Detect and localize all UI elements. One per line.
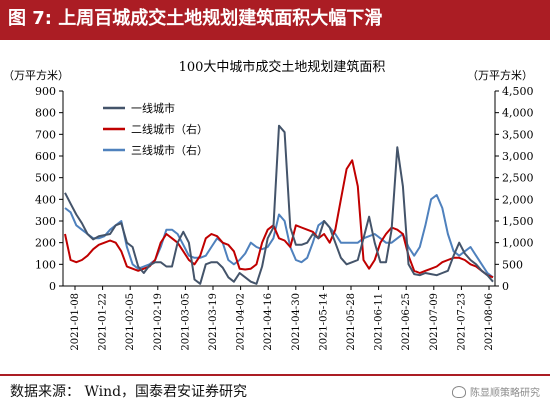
x-tick-label: 2021-03-05 [180, 293, 191, 351]
x-tick-label: 2021-07-09 [429, 293, 440, 351]
watermark: 陈显顺策略研究 [452, 384, 540, 399]
y-tick-label-left: 700 [35, 128, 56, 141]
watermark-label: 陈显顺策略研究 [470, 388, 540, 399]
y-tick-label-left: 600 [35, 150, 56, 163]
x-tick-label: 2021-04-02 [236, 293, 247, 351]
y-tick-label-right: 0 [502, 280, 509, 293]
x-tick-label: 2021-01-22 [98, 293, 109, 351]
y-tick-label-right: 4,000 [502, 107, 534, 120]
y-tick-label-left: 800 [35, 107, 56, 120]
y-tick-label-left: 200 [35, 237, 56, 250]
series-lines [64, 124, 494, 285]
x-tick-label: 2021-07-23 [456, 293, 467, 351]
y-tick-label-right: 3,000 [502, 150, 534, 163]
x-tick-label: 2021-02-19 [153, 293, 164, 351]
legend-label: 一线城市 [131, 101, 175, 115]
x-tick-label: 2021-06-25 [401, 293, 412, 351]
y-tick-label-left: 0 [49, 280, 56, 293]
x-tick-label: 2021-06-11 [374, 293, 385, 351]
x-tick-label: 2021-05-28 [346, 293, 357, 351]
y-tick-label-left: 900 [35, 85, 56, 98]
x-tick-label: 2021-08-06 [484, 293, 495, 351]
series-line-2 [64, 159, 494, 279]
axes: 0 100 200 300 400 500 600 700 800 900 0 500 1,000 1,5… [35, 85, 534, 351]
x-tick-label: 2021-04-16 [263, 293, 274, 351]
y-axis-label-right: （万平方米） [467, 68, 533, 82]
y-tick-label-right: 2,000 [502, 193, 534, 206]
x-tick-label: 2021-03-19 [208, 293, 219, 351]
y-tick-label-right: 3,500 [502, 128, 534, 141]
y-tick-label-right: 2,500 [502, 172, 534, 185]
chart-title: 100大中城市成交土地规划建筑面积 [179, 59, 386, 75]
series-line-1 [64, 124, 494, 285]
y-tick-label-right: 1,000 [502, 237, 534, 250]
figure-title: 图 7: 上周百城成交土地规划建筑面积大幅下滑 [0, 0, 550, 38]
y-axis-label-left: （万平方米） [3, 68, 69, 82]
series-line-3 [64, 194, 494, 279]
y-tick-label-left: 300 [35, 215, 56, 228]
line-chart: 100大中城市成交土地规划建筑面积 （万平方米） （万平方米） 0 100 200 3… [3, 59, 534, 351]
y-tick-label-left: 500 [35, 172, 56, 185]
title-rule [0, 38, 550, 40]
legend-label: 二线城市（右） [131, 122, 208, 136]
x-tick-label: 2021-05-14 [318, 293, 329, 351]
x-tick-label: 2021-02-05 [125, 293, 136, 351]
y-tick-label-right: 4,500 [502, 85, 534, 98]
source-rule [0, 374, 550, 376]
x-tick-label: 2021-01-08 [70, 293, 81, 351]
y-tick-label-left: 100 [35, 258, 56, 271]
legend-label: 三线城市（右） [131, 143, 208, 157]
wechat-icon [452, 385, 466, 398]
y-tick-label-left: 400 [35, 193, 56, 206]
y-tick-label-right: 1,500 [502, 215, 534, 228]
x-tick-label: 2021-04-30 [291, 293, 302, 351]
source-note: 数据来源： Wind，国泰君安证券研究 [10, 384, 248, 400]
y-tick-label-right: 500 [502, 258, 523, 271]
